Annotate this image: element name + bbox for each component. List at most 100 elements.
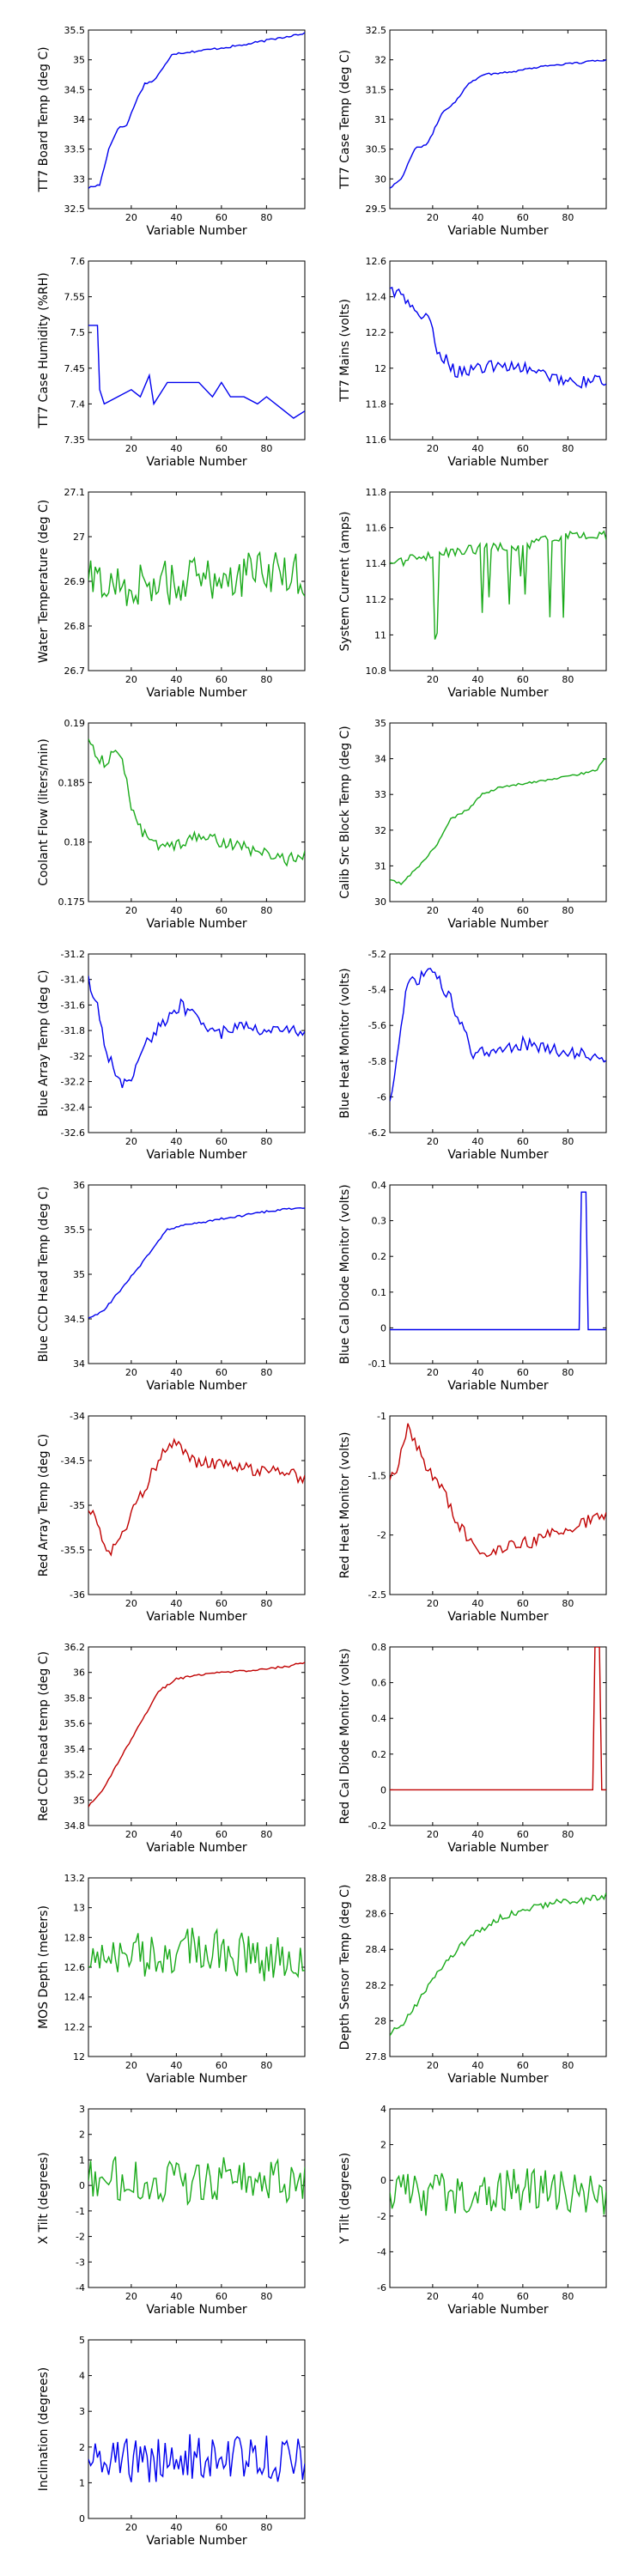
y-tick-label: 27.8 (366, 2051, 387, 2063)
y-tick-label: -4 (377, 2246, 386, 2257)
x-tick-label: 40 (471, 443, 483, 454)
y-tick-label: 3 (79, 2104, 85, 2115)
y-tick-label: 0.6 (372, 1678, 387, 1689)
series-line-0 (88, 1927, 305, 1982)
series-line-0 (88, 1662, 305, 1807)
y-tick-label: -0.1 (368, 1358, 386, 1370)
y-tick-label: 28.2 (366, 1980, 387, 1991)
y-tick-label: -4 (76, 2282, 85, 2293)
x-axis-label: Variable Number (146, 686, 247, 700)
y-tick-label: 0 (79, 2513, 85, 2524)
y-tick-label: 33 (374, 789, 386, 800)
y-tick-label: 12.2 (64, 2021, 86, 2032)
y-tick-label: 0.4 (372, 1180, 387, 1191)
x-axis-label: Variable Number (447, 2072, 549, 2086)
x-tick-label: 60 (517, 1829, 529, 1840)
y-tick-label: -5.8 (368, 1056, 386, 1067)
y-tick-label: 12.8 (64, 1932, 86, 1943)
x-tick-label: 80 (260, 1136, 272, 1147)
x-tick-label: 80 (562, 1598, 574, 1609)
x-tick-label: 40 (471, 212, 483, 223)
y-tick-label: -6 (377, 2282, 386, 2293)
y-tick-label: 12.6 (366, 256, 387, 267)
x-tick-label: 80 (562, 1136, 574, 1147)
chart-tt7-case-humidity: 7.35 7.4 7.45 7.5 7.55 7.6 20 40 60 80 Variable Nu… (37, 256, 306, 469)
x-axis-label: Variable Number (447, 224, 549, 238)
y-tick-label: 35.5 (64, 25, 86, 36)
x-tick-label: 40 (170, 2060, 182, 2071)
y-tick-label: 34 (73, 114, 85, 125)
x-tick-label: 80 (260, 212, 272, 223)
x-tick-label: 40 (170, 674, 182, 685)
series-line-0 (390, 2167, 606, 2216)
x-tick-label: 80 (260, 674, 272, 685)
x-tick-label: 20 (125, 2291, 137, 2302)
series-line-0 (390, 968, 606, 1102)
x-tick-label: 40 (170, 1829, 182, 1840)
y-tick-label: 0.2 (372, 1749, 387, 1760)
x-tick-label: 20 (125, 1598, 137, 1609)
y-tick-label: -31.2 (61, 949, 85, 960)
x-tick-label: 80 (562, 674, 574, 685)
x-tick-label: 40 (471, 1136, 483, 1147)
y-axis-label: Blue Cal Diode Monitor (volts) (338, 1184, 352, 1364)
x-axis-label: Variable Number (146, 1148, 247, 1162)
series-line-0 (88, 2433, 305, 2482)
x-tick-label: 80 (562, 443, 574, 454)
y-tick-label: 7.55 (64, 292, 86, 303)
x-tick-label: 20 (427, 674, 439, 685)
series-line-0 (88, 975, 305, 1089)
series-line-0 (390, 1191, 606, 1331)
x-tick-label: 60 (216, 2291, 228, 2302)
y-tick-label: 11.6 (366, 523, 387, 534)
x-tick-label: 20 (125, 1367, 137, 1378)
plot-frame (389, 260, 607, 440)
y-tick-label: 32.5 (64, 204, 86, 215)
y-tick-label: 7.6 (70, 256, 86, 267)
y-tick-label: 0 (79, 2180, 85, 2191)
chart-y-tilt: -6 -4 -2 0 2 4 20 40 60 80 Variable Number Y Tilt (… (338, 2104, 607, 2317)
x-tick-label: 20 (427, 1829, 439, 1840)
y-axis-label: System Current (amps) (338, 511, 352, 651)
y-axis-label: Red CCD head temp (deg C) (37, 1651, 51, 1821)
y-tick-label: 7.45 (64, 363, 86, 374)
x-tick-label: 40 (471, 2291, 483, 2302)
y-tick-label: -5.4 (368, 985, 386, 996)
series-line-0 (88, 2156, 305, 2206)
y-tick-label: 31 (374, 114, 386, 125)
y-tick-label: 10.8 (366, 665, 387, 677)
y-axis-label: TT7 Case Humidity (%RH) (37, 272, 51, 428)
y-tick-label: 12.4 (64, 1992, 86, 2003)
x-tick-label: 80 (260, 1367, 272, 1378)
chart-coolant-flow: 0.175 0.18 0.185 0.19 20 40 60 80 Variable Numbe… (37, 718, 306, 931)
y-tick-label: 35.5 (64, 1224, 86, 1236)
x-tick-label: 20 (427, 1598, 439, 1609)
y-tick-label: 34.5 (64, 1314, 86, 1325)
chart-x-tilt: -4 -3 -2 -1 0 1 2 3 20 40 60 80 Variable Number X Til… (37, 2104, 306, 2317)
x-tick-label: 60 (517, 2060, 529, 2071)
x-axis-label: Variable Number (447, 1841, 549, 1855)
y-tick-label: 33 (73, 173, 85, 185)
chart-red-ccd-head-temp: 34.8 35 35.2 35.4 35.6 35.8 36 36.2 20 40 60 80 Vari… (37, 1642, 306, 1855)
y-tick-label: -32.4 (61, 1102, 85, 1113)
y-tick-label: 11.8 (366, 487, 387, 498)
y-tick-label: 27 (73, 532, 85, 543)
y-tick-label: -34.5 (61, 1455, 85, 1467)
y-tick-label: -0.2 (368, 1820, 386, 1832)
y-tick-label: -35 (70, 1500, 85, 1511)
x-tick-label: 80 (260, 443, 272, 454)
y-tick-label: 11.4 (366, 558, 387, 569)
plot-frame (88, 29, 306, 210)
series-line-0 (390, 1892, 606, 2037)
x-tick-label: 60 (216, 1598, 228, 1609)
plot-frame (389, 953, 607, 1133)
x-axis-label: Variable Number (447, 1379, 549, 1393)
x-axis-label: Variable Number (447, 1610, 549, 1624)
y-tick-label: 35.6 (64, 1718, 86, 1729)
y-tick-label: -2.5 (368, 1589, 386, 1601)
y-tick-label: 33.5 (64, 144, 86, 155)
x-tick-label: 20 (125, 1829, 137, 1840)
chart-red-heat-monitor: -2.5 -2 -1.5 -1 20 40 60 80 Variable Number Red H… (338, 1411, 607, 1624)
y-tick-label: -31.6 (61, 999, 85, 1011)
plot-frame (88, 260, 306, 440)
